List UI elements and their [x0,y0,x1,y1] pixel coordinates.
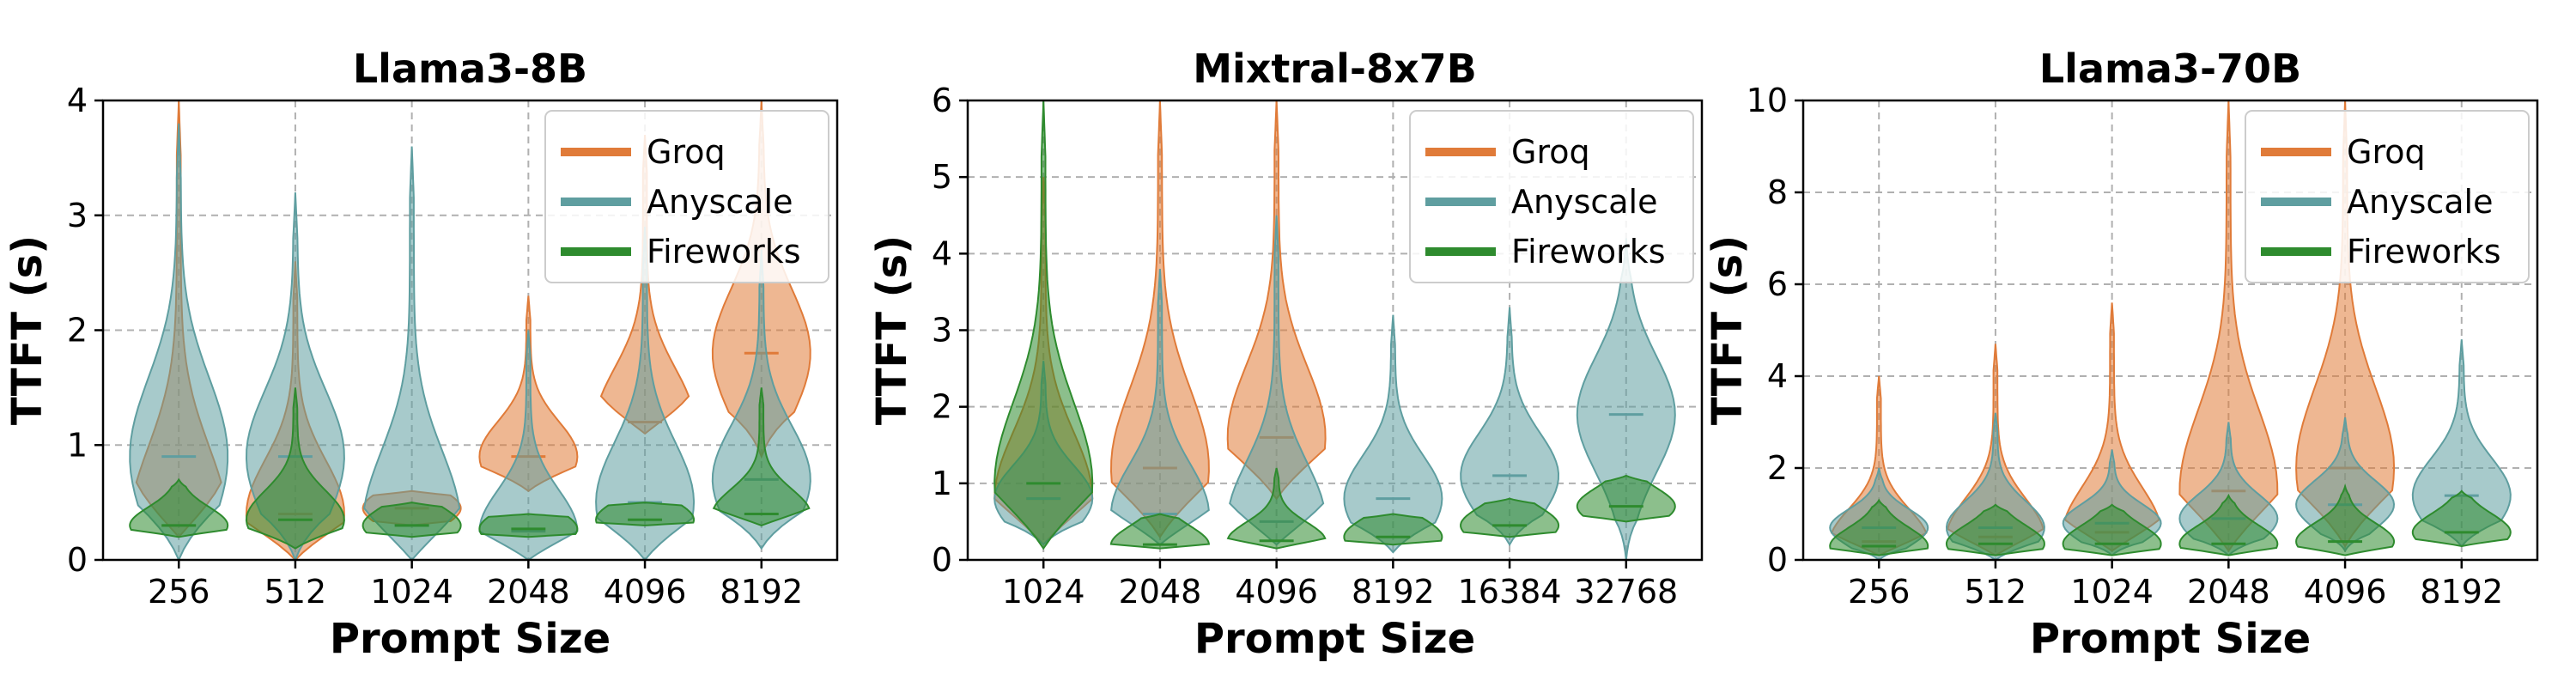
y-tick-label: 1 [932,465,952,502]
x-tick-label: 4096 [1235,573,1318,611]
y-tick-label: 5 [932,158,952,196]
y-tick-label: 6 [932,82,952,119]
y-tick-label: 4 [67,82,88,119]
chart-title: Llama3-8B [353,46,587,92]
plot-frame [1801,99,2539,562]
x-tick-label: 8192 [720,573,803,611]
y-tick-label: 2 [67,312,88,350]
violin-anyscale-2048 [478,330,579,560]
violin-fireworks-8192 [1343,513,1443,546]
legend-label-groq: Groq [1511,133,1590,171]
violin-groq-4096 [2295,100,2396,548]
y-tick-label: 1 [67,426,88,464]
chart-title: Llama3-70B [2039,46,2301,92]
x-tick-label: 2048 [2187,573,2270,611]
y-axis-label: TTFT (s) [1704,235,1752,425]
violin-fireworks-8192 [712,387,811,526]
legend-label-groq: Groq [647,133,726,171]
legend-label-anyscale: Anyscale [2347,183,2493,221]
x-tick-label: 32768 [1574,573,1678,611]
x-tick-label: 1024 [370,573,453,611]
legend-label-fireworks: Fireworks [647,233,801,271]
x-tick-label: 8192 [2420,573,2503,611]
violin-fireworks-1024 [993,100,1094,550]
violin-fireworks-1024 [2062,503,2162,556]
y-tick-label: 2 [1767,449,1788,487]
x-tick-label: 256 [148,573,210,611]
x-tick-label: 8192 [1352,573,1435,611]
violin-fireworks-256 [1829,498,1929,556]
violin-groq-1024 [2063,302,2160,552]
violin-fireworks-256 [129,477,229,538]
x-axis-label: Prompt Size [2030,615,2311,663]
violin-fireworks-512 [1945,503,2045,556]
y-tick-label: 3 [932,312,952,350]
chart-panel-llama3-8b: 0 1 2 3 4 256 512 1024 2048 4096 8192 Llama3-8B Prom… [3,46,839,663]
y-tick-label: 0 [67,541,88,579]
legend-label-anyscale: Anyscale [1511,183,1657,221]
y-tick-label: 2 [932,388,952,426]
legend: Groq Anyscale Fireworks [1409,110,1694,283]
x-tick-label: 2048 [487,573,570,611]
violin-fireworks-16384 [1460,497,1560,538]
violin-anyscale-8192 [1343,314,1443,554]
y-tick-label: 8 [1767,173,1788,211]
violin-fireworks-32768 [1576,474,1676,523]
legend-label-fireworks: Fireworks [1511,233,1666,271]
x-axis-label: Prompt Size [1194,615,1475,663]
violins [1829,100,2512,560]
legend-label-fireworks: Fireworks [2347,233,2501,271]
x-tick-label: 1024 [1002,573,1085,611]
violin-anyscale-512 [245,192,345,560]
chart-panel-mixtral-8x7b: 0 1 2 3 4 5 6 1024 2048 4096 8192 16384 32768 Mixtral… [868,46,1704,663]
legend-label-groq: Groq [2347,133,2426,171]
x-tick-label: 2048 [1119,573,1202,611]
legend: Groq Anyscale Fireworks [2245,110,2530,283]
violin-anyscale-4096 [1229,215,1325,546]
y-tick-label: 3 [67,197,88,234]
violins [993,100,1676,560]
x-tick-label: 4096 [2304,573,2387,611]
violin-fireworks-512 [245,387,345,550]
y-tick-label: 4 [932,234,952,272]
y-tick-label: 6 [1767,265,1788,303]
y-tick-label: 4 [1767,357,1788,395]
violin-fireworks-4096 [1226,467,1327,550]
violin-anyscale-1024 [363,146,461,560]
violin-groq-2048 [2178,100,2279,552]
violin-fireworks-2048 [1109,513,1210,550]
chart-title: Mixtral-8x7B [1193,46,1477,92]
violin-fireworks-4096 [2295,483,2396,556]
legend-label-anyscale: Anyscale [647,183,793,221]
violin-fireworks-8192 [2411,489,2512,548]
y-tick-label: 10 [1747,82,1788,119]
violin-fireworks-1024 [361,502,462,538]
y-axis-label: TTFT (s) [3,235,52,425]
y-tick-label: 0 [1767,541,1788,579]
violin-anyscale-16384 [1460,307,1560,547]
violin-fireworks-2048 [478,513,579,538]
x-tick-label: 1024 [2070,573,2154,611]
legend: Groq Anyscale Fireworks [544,110,829,283]
y-tick-label: 0 [932,541,952,579]
x-tick-label: 512 [264,573,327,611]
x-axis-label: Prompt Size [330,615,611,663]
chart-panel-llama3-70b: 0 2 4 6 8 10 256 512 1024 2048 4096 8192 Llama3-70B P… [1704,46,2539,663]
violin-anyscale-8192 [2411,339,2512,548]
violin-anyscale-2048 [1110,269,1210,546]
x-tick-label: 4096 [604,573,687,611]
violin-fireworks-4096 [595,502,696,526]
x-tick-label: 512 [1965,573,2027,611]
violin-fireworks-2048 [2178,493,2279,556]
violin-anyscale-256 [129,123,229,560]
x-tick-label: 256 [1848,573,1911,611]
y-axis-label: TTFT (s) [868,235,916,425]
x-tick-label: 16384 [1458,573,1562,611]
